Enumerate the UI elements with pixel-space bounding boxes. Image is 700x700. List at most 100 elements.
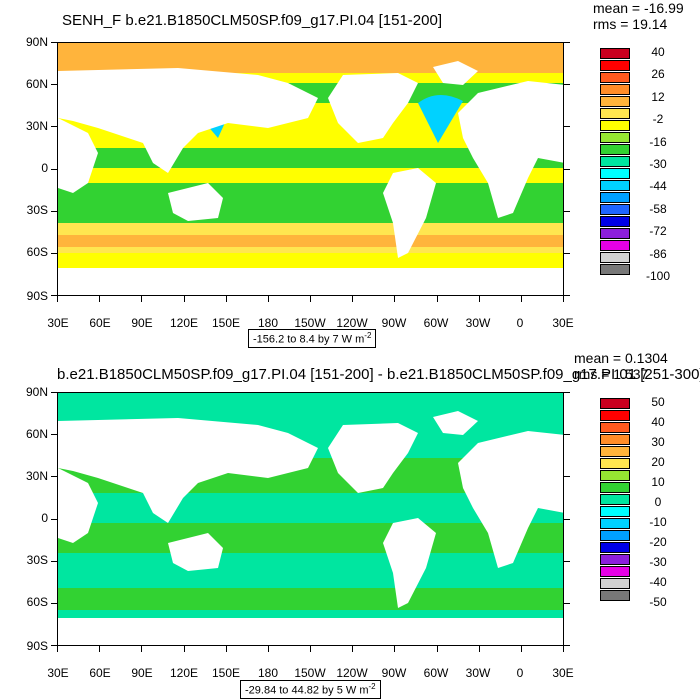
lon-tick-mark <box>268 646 269 652</box>
colorbar-label: -10 <box>649 515 667 529</box>
lon-tick-label: 60W <box>423 666 449 680</box>
lon-tick-label: 120W <box>336 316 368 330</box>
lat-tick-mark <box>564 253 570 254</box>
colorbar-swatch <box>600 590 630 601</box>
colorbar-swatch <box>600 204 630 215</box>
lat-tick-label: 30S <box>26 553 48 567</box>
lat-tick-mark <box>51 476 57 477</box>
lat-tick-mark <box>564 295 570 296</box>
lon-tick-mark <box>437 646 438 652</box>
lon-tick-mark <box>521 296 522 302</box>
colorbar-label: -50 <box>649 595 667 609</box>
colorbar-swatch <box>600 108 630 119</box>
lon-tick-label: 90E <box>131 316 153 330</box>
colorbar-swatch <box>600 48 630 59</box>
colorbar-swatch <box>600 482 630 493</box>
lon-tick-label: 90W <box>381 666 407 680</box>
lon-tick-mark <box>563 646 564 652</box>
colorbar-swatch <box>600 264 630 275</box>
colorbar-label: 30 <box>651 435 665 449</box>
lat-tick-mark <box>564 169 570 170</box>
colorbar-swatch <box>600 458 630 469</box>
lon-tick-label: 30E <box>552 316 574 330</box>
colorbar-label: -72 <box>649 224 667 239</box>
colorbar-swatch <box>600 554 630 565</box>
colorbar-swatch <box>600 518 630 529</box>
colorbar-swatch <box>600 410 630 421</box>
colorbar-swatch <box>600 566 630 577</box>
lat-tick-mark <box>564 126 570 127</box>
colorbar-swatch <box>600 446 630 457</box>
colorbar-swatch <box>600 434 630 445</box>
colorbar-swatch <box>600 168 630 179</box>
lon-tick-label: 150W <box>294 316 326 330</box>
lon-tick-mark <box>268 296 269 302</box>
map-plot-area <box>57 42 564 296</box>
lat-tick-mark <box>51 253 57 254</box>
lat-tick-mark <box>564 84 570 85</box>
lat-tick-mark <box>51 42 57 43</box>
colorbar-swatch <box>600 216 630 227</box>
lon-tick-mark <box>479 296 480 302</box>
colorbar-swatch <box>600 542 630 553</box>
colorbar-swatch <box>600 578 630 589</box>
lat-tick-mark <box>564 561 570 562</box>
colorbar-swatch <box>600 494 630 505</box>
lon-tick-mark <box>563 296 564 302</box>
lon-tick-mark <box>141 646 142 652</box>
colorbar-label: 10 <box>651 475 665 489</box>
continents <box>58 61 563 295</box>
southern-diff-band <box>58 588 563 610</box>
lat-tick-mark <box>51 561 57 562</box>
colorbar-label: -20 <box>649 535 667 549</box>
colorbar-label: 40 <box>651 45 665 59</box>
contour-range-label: -156.2 to 8.4 by 7 W m-2 <box>248 329 377 348</box>
lon-tick-label: 180 <box>257 666 279 680</box>
lon-tick-label: 120E <box>169 316 199 330</box>
lat-tick-mark <box>564 603 570 604</box>
colorbar-swatch <box>600 240 630 251</box>
lon-tick-mark <box>184 646 185 652</box>
lat-tick-label: 0 <box>41 511 48 525</box>
lon-tick-mark <box>226 646 227 652</box>
colorbar-swatch <box>600 506 630 517</box>
mean-stat: mean = -16.99 <box>593 0 684 16</box>
lon-tick-label: 0 <box>516 666 524 680</box>
lat-tick-label: 60S <box>26 245 48 259</box>
colorbar-label: -2 <box>652 112 664 127</box>
contour-range-label: -29.84 to 44.82 by 5 W m-2 <box>240 680 381 699</box>
lon-tick-mark <box>226 296 227 302</box>
lat-tick-mark <box>51 392 57 393</box>
lon-tick-label: 30W <box>465 316 491 330</box>
lat-tick-mark <box>51 519 57 520</box>
lat-tick-label: 60N <box>25 427 48 441</box>
colorbar-label: 40 <box>651 415 665 429</box>
arctic-band <box>58 43 563 73</box>
colorbar-label: 26 <box>651 67 665 82</box>
lon-tick-mark <box>352 296 353 302</box>
lon-tick-label: 120E <box>169 666 199 680</box>
colorbar-swatch <box>600 252 630 263</box>
south-diff-band <box>58 523 563 553</box>
colorbar-swatch <box>600 72 630 83</box>
colorbar-swatch <box>600 84 630 95</box>
lon-tick-mark <box>352 646 353 652</box>
contour-map <box>58 43 563 295</box>
lat-tick-mark <box>51 645 57 646</box>
colorbar-swatch <box>600 60 630 71</box>
lat-tick-mark <box>51 84 57 85</box>
lon-tick-mark <box>99 296 100 302</box>
lon-tick-mark <box>310 296 311 302</box>
rms-stat: rms = 1.537 <box>574 366 649 382</box>
lat-tick-label: 90S <box>26 639 48 653</box>
colorbar-label: -16 <box>649 134 667 149</box>
colorbar-swatch <box>600 470 630 481</box>
lon-tick-label: 180 <box>257 316 279 330</box>
lon-tick-mark <box>99 646 100 652</box>
lat-tick-label: 60S <box>26 595 48 609</box>
colorbar-swatch <box>600 530 630 541</box>
colorbar-label: 50 <box>651 395 665 409</box>
lon-tick-mark <box>184 296 185 302</box>
lat-tick-mark <box>51 169 57 170</box>
lon-tick-label: 150W <box>294 666 326 680</box>
